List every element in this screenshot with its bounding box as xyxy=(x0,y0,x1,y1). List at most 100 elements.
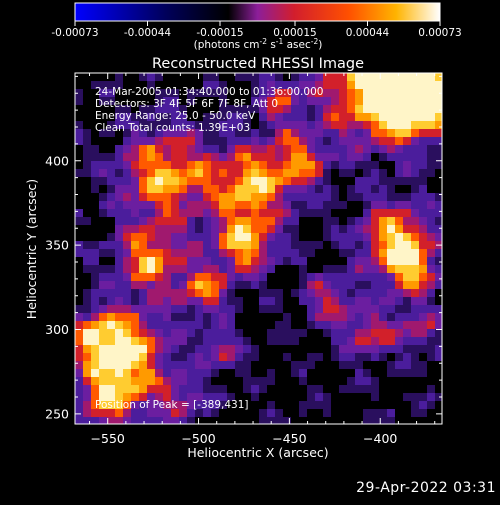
heatmap-cell xyxy=(315,417,323,424)
heatmap-cell xyxy=(411,385,419,393)
heatmap-cell xyxy=(435,393,442,401)
heatmap-cell xyxy=(275,161,283,169)
heatmap-cell xyxy=(227,273,235,281)
heatmap-cell xyxy=(107,361,115,369)
heatmap-cell xyxy=(227,297,235,305)
heatmap-cell xyxy=(99,105,107,113)
heatmap-cell xyxy=(259,401,267,409)
heatmap-cell xyxy=(283,169,291,177)
heatmap-cell xyxy=(107,153,115,161)
heatmap-cell xyxy=(371,153,379,161)
heatmap-cell xyxy=(227,105,235,113)
heatmap-cell xyxy=(371,321,379,329)
heatmap-cell xyxy=(259,89,267,97)
heatmap-cell xyxy=(91,145,99,153)
heatmap-cell xyxy=(275,401,283,409)
heatmap-cell xyxy=(355,105,363,113)
heatmap-cell xyxy=(363,257,371,265)
heatmap-cell xyxy=(347,97,355,105)
heatmap-cell xyxy=(427,201,435,209)
heatmap-cell xyxy=(315,89,323,97)
heatmap-cell xyxy=(315,177,323,185)
heatmap-cell xyxy=(91,409,99,417)
heatmap-cell xyxy=(251,137,259,145)
heatmap-cell xyxy=(75,377,83,385)
heatmap-cell xyxy=(75,249,83,257)
heatmap-cell xyxy=(251,177,259,185)
heatmap-cell xyxy=(395,297,403,305)
heatmap-cell xyxy=(195,297,203,305)
heatmap-cell xyxy=(123,337,131,345)
heatmap-cell xyxy=(371,289,379,297)
heatmap-cell xyxy=(427,401,435,409)
heatmap-cell xyxy=(99,217,107,225)
heatmap-cell xyxy=(363,345,371,353)
heatmap-cell xyxy=(315,185,323,193)
heatmap-cell xyxy=(387,313,395,321)
heatmap-cell xyxy=(171,393,179,401)
heatmap-cell xyxy=(331,137,339,145)
chart-title: Reconstructed RHESSI Image xyxy=(152,56,364,72)
heatmap-cell xyxy=(275,105,283,113)
heatmap-cell xyxy=(379,113,387,121)
heatmap-cell xyxy=(363,241,371,249)
heatmap-cell xyxy=(211,209,219,217)
heatmap-cell xyxy=(139,401,147,409)
heatmap-cell xyxy=(275,409,283,417)
heatmap-cell xyxy=(307,377,315,385)
heatmap-cell xyxy=(363,305,371,313)
heatmap-cell xyxy=(363,297,371,305)
heatmap-cell xyxy=(291,273,299,281)
heatmap-cell xyxy=(179,201,187,209)
heatmap-cell xyxy=(283,105,291,113)
heatmap-cell xyxy=(411,305,419,313)
heatmap-cell xyxy=(387,233,395,241)
heatmap-cell xyxy=(83,329,91,337)
heatmap-cell xyxy=(163,169,171,177)
heatmap-cell xyxy=(163,121,171,129)
heatmap-cell xyxy=(427,281,435,289)
heatmap-cell xyxy=(99,305,107,313)
heatmap-cell xyxy=(163,273,171,281)
heatmap-cell xyxy=(371,209,379,217)
heatmap-cell xyxy=(163,417,171,424)
heatmap-cell xyxy=(419,377,427,385)
heatmap-cell xyxy=(139,233,147,241)
heatmap-cell xyxy=(323,345,331,353)
heatmap-cell xyxy=(139,329,147,337)
heatmap-cell xyxy=(347,385,355,393)
heatmap-cell xyxy=(291,81,299,89)
heatmap-cell xyxy=(139,169,147,177)
heatmap-cell xyxy=(323,417,331,424)
heatmap-cell xyxy=(315,353,323,361)
heatmap-cell xyxy=(299,249,307,257)
heatmap-cell xyxy=(163,297,171,305)
heatmap-cell xyxy=(331,145,339,153)
heatmap-cell xyxy=(227,193,235,201)
heatmap-cell xyxy=(331,385,339,393)
heatmap-cell xyxy=(91,177,99,185)
heatmap-cell xyxy=(203,201,211,209)
heatmap-cell xyxy=(123,393,131,401)
heatmap-cell xyxy=(107,209,115,217)
heatmap-cell xyxy=(275,233,283,241)
heatmap-cell xyxy=(411,137,419,145)
heatmap-cell xyxy=(123,313,131,321)
heatmap-cell xyxy=(267,233,275,241)
heatmap-cell xyxy=(275,321,283,329)
heatmap-cell xyxy=(235,233,243,241)
heatmap-cell xyxy=(243,393,251,401)
heatmap-cell xyxy=(171,137,179,145)
heatmap-cell xyxy=(411,225,419,233)
heatmap-cell xyxy=(307,409,315,417)
heatmap-cell xyxy=(227,313,235,321)
heatmap-cell xyxy=(411,369,419,377)
heatmap-cell xyxy=(131,145,139,153)
heatmap-cell xyxy=(339,329,347,337)
heatmap-cell xyxy=(251,201,259,209)
heatmap-cell xyxy=(427,121,435,129)
heatmap-cell xyxy=(315,281,323,289)
heatmap-cell xyxy=(427,129,435,137)
heatmap-cell xyxy=(307,217,315,225)
heatmap-cell xyxy=(131,113,139,121)
